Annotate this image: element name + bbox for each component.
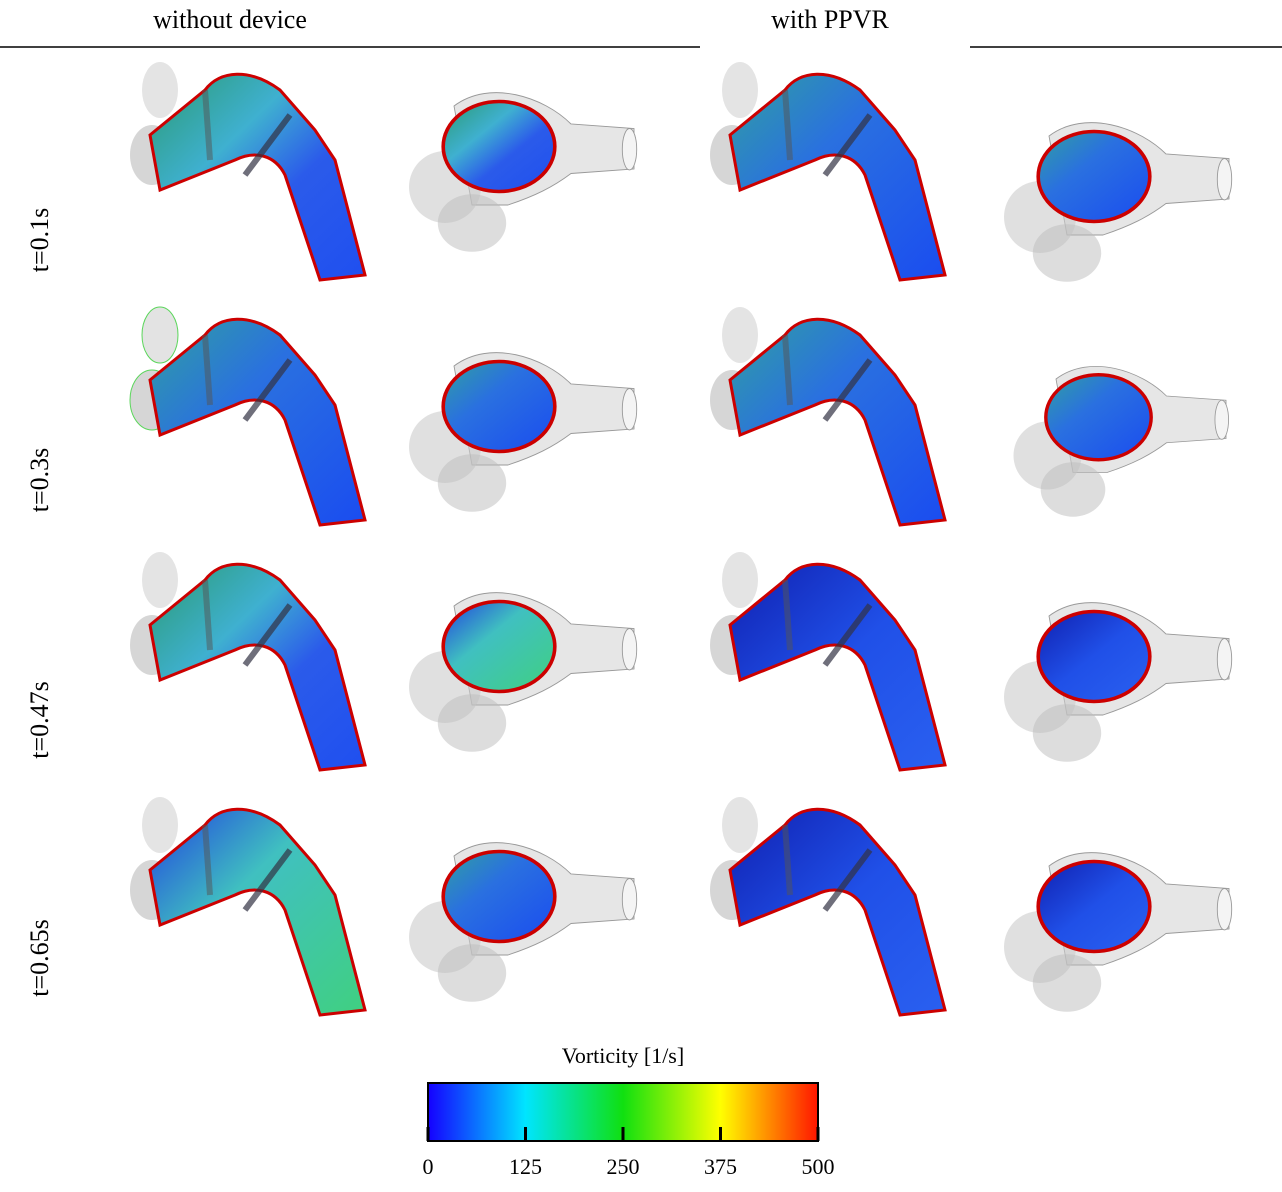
flow-image (710, 62, 945, 280)
flow-image (710, 552, 945, 770)
flow-image (407, 90, 639, 254)
flow-image (1011, 364, 1231, 519)
column-header: without device (153, 5, 307, 34)
flow-image (407, 590, 639, 754)
colorbar-tick-label: 250 (607, 1154, 640, 1179)
colorbar-tick-label: 375 (704, 1154, 737, 1179)
flow-image (1002, 850, 1234, 1014)
row-label: t=0.3s (25, 448, 54, 513)
flow-image (130, 552, 365, 770)
colorbar-tick-label: 125 (509, 1154, 542, 1179)
flow-image (1002, 600, 1234, 764)
flow-image (130, 797, 365, 1015)
flow-image (710, 307, 945, 525)
flow-image (407, 840, 639, 1004)
panel-grid (130, 62, 1234, 1015)
column-header: with PPVR (771, 5, 889, 34)
flow-image (1002, 120, 1234, 284)
flow-image (130, 62, 365, 280)
colorbar: Vorticity [1/s] 0 125 250 375 500 (423, 1043, 835, 1179)
flow-image (130, 307, 365, 525)
row-label: t=0.47s (25, 681, 54, 759)
colorbar-tick-label: 0 (423, 1154, 434, 1179)
row-label: t=0.65s (25, 919, 54, 997)
row-label: t=0.1s (25, 208, 54, 273)
flow-image (710, 797, 945, 1015)
colorbar-tick-label: 500 (802, 1154, 835, 1179)
flow-image (407, 350, 639, 514)
colorbar-title: Vorticity [1/s] (562, 1043, 684, 1068)
